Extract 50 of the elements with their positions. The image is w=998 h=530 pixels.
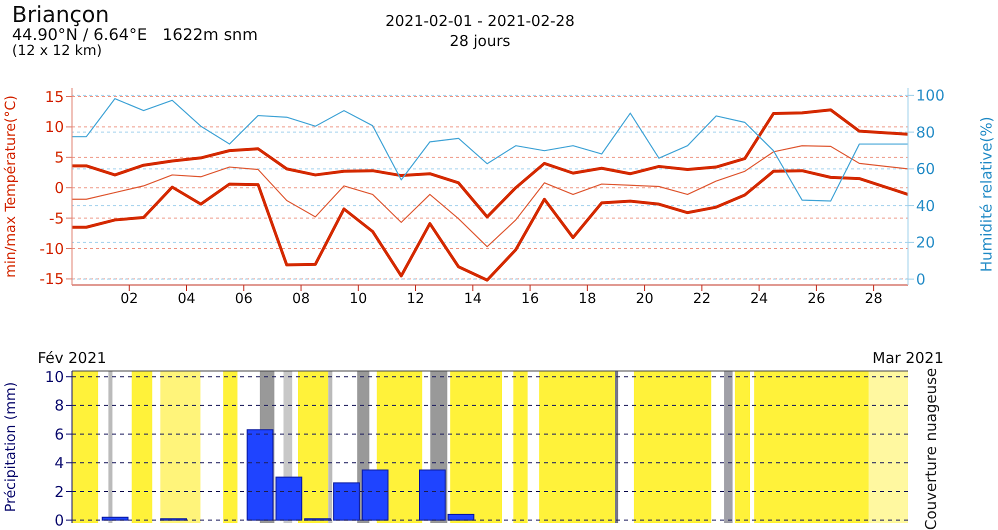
y-tick-label: 2 [54, 482, 64, 501]
x-tick-label: 02 [120, 290, 138, 307]
y-tick-label: 5 [54, 148, 64, 167]
y-tick-label: 10 [44, 118, 64, 136]
y-axis-title: min/max Température(°C) [2, 95, 19, 278]
x-tick-label: Fév 2021 [38, 349, 106, 367]
y2-tick-label: 40 [916, 196, 936, 215]
y-tick-label: -10 [40, 240, 64, 258]
x-tick-label: 26 [807, 290, 826, 307]
y-tick-label: 6 [54, 425, 64, 444]
bar [448, 514, 474, 521]
line-series [72, 169, 908, 282]
x-tick-label: Mar 2021 [872, 349, 944, 367]
y-tick-label: 0 [54, 511, 64, 530]
chart-subtitle: 44.90°N / 6.64°E 1622m snm [12, 25, 258, 44]
text: (12 x 12 km) [12, 42, 103, 59]
y-axis-title: Précipitation (mm) [2, 382, 19, 512]
x-tick-label: 20 [636, 290, 654, 307]
x-tick-label: 08 [292, 290, 310, 307]
x-tick-label: 14 [464, 290, 482, 307]
line-series [72, 108, 908, 218]
x-tick-label: 04 [178, 290, 196, 307]
y2-axis-title: Humidité relative(%) [977, 116, 996, 272]
text: 28 jours [448, 32, 512, 51]
x-tick-label: 28 [864, 290, 883, 307]
x-tick-label: 24 [750, 290, 768, 307]
y2-axis-title: Couverture nuageuse [922, 368, 940, 530]
x-tick-label: 06 [234, 290, 253, 307]
x-tick-label: 12 [406, 290, 424, 307]
bar [275, 476, 302, 521]
y-tick-label: 0 [54, 179, 64, 198]
x-tick-label: 22 [692, 290, 711, 307]
y2-tick-label: 20 [916, 234, 936, 252]
y-tick-label: 8 [54, 396, 64, 415]
y-tick-label: -5 [49, 209, 64, 228]
y2-tick-label: 80 [916, 123, 936, 142]
y2-tick-label: 0 [916, 270, 926, 288]
x-tick-label: 18 [578, 290, 596, 307]
x-tick-label: 10 [349, 290, 368, 307]
y-tick-label: -15 [40, 270, 64, 288]
y2-tick-label: 100 [916, 86, 945, 105]
y-tick-label: 10 [44, 368, 64, 386]
line-series [72, 145, 908, 248]
chart-title: Briançon [12, 3, 110, 28]
x-tick-label: 16 [521, 290, 540, 307]
line-series [72, 98, 908, 202]
y2-tick-label: 60 [916, 160, 936, 178]
y-tick-label: 4 [54, 454, 64, 472]
text: 2021-02-01 - 2021-02-28 [384, 12, 576, 32]
y-tick-label: 15 [44, 88, 64, 106]
